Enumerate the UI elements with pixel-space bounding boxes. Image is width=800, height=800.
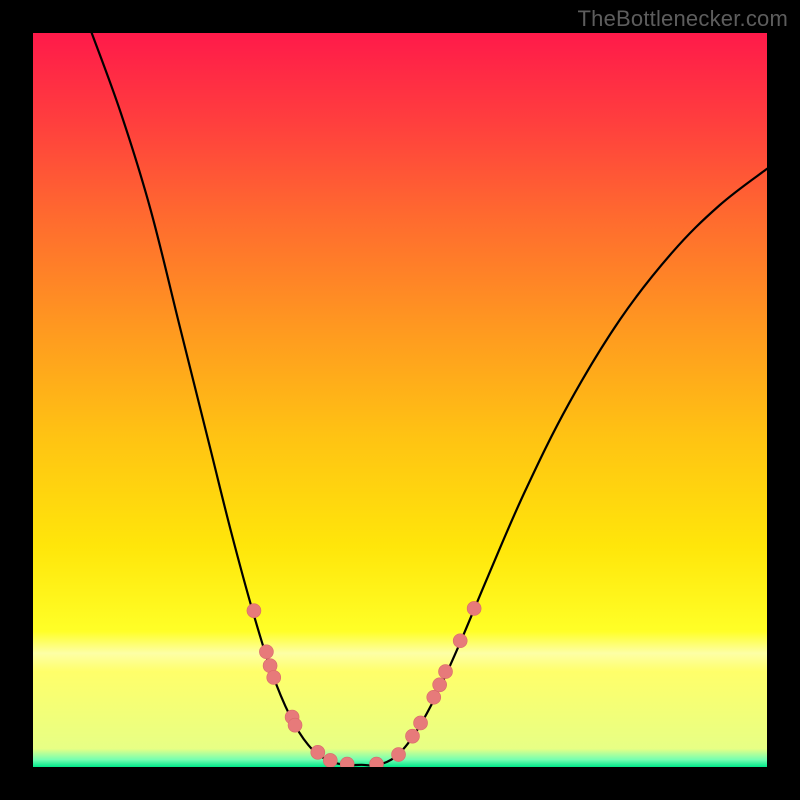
data-dot — [259, 645, 273, 659]
chart-frame: TheBottlenecker.com — [0, 0, 800, 800]
data-dot — [405, 729, 419, 743]
watermark-text: TheBottlenecker.com — [578, 6, 788, 32]
data-dot — [414, 716, 428, 730]
data-dot — [311, 745, 325, 759]
data-dot — [439, 665, 453, 679]
data-dot — [288, 718, 302, 732]
plot-area — [33, 33, 767, 767]
data-dot — [427, 690, 441, 704]
gradient-background — [33, 33, 767, 767]
plot-svg — [33, 33, 767, 767]
data-dot — [453, 634, 467, 648]
data-dot — [247, 604, 261, 618]
data-dot — [433, 678, 447, 692]
data-dot — [467, 601, 481, 615]
data-dot — [392, 748, 406, 762]
data-dot — [267, 670, 281, 684]
data-dot — [323, 753, 337, 767]
